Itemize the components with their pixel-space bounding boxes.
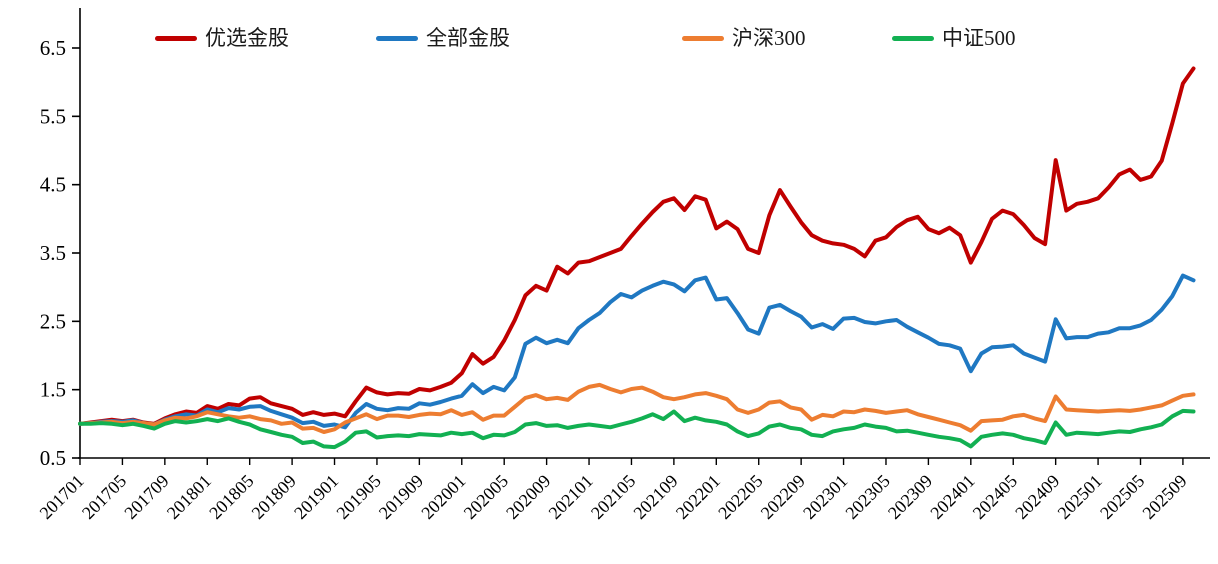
y-tick-label: 4.5 — [40, 173, 66, 197]
y-tick-label: 5.5 — [40, 104, 66, 128]
x-tick-label: 201705 — [78, 471, 130, 523]
x-tick-label: 202009 — [502, 471, 554, 523]
x-tick-label: 202509 — [1138, 471, 1190, 523]
y-tick-label: 0.5 — [40, 446, 66, 470]
legend-label: 全部金股 — [426, 26, 510, 50]
x-tick-label: 201905 — [332, 471, 384, 523]
x-tick-label: 201809 — [248, 471, 300, 523]
legend-swatch-orange — [682, 36, 724, 41]
series-line-1 — [78, 273, 1196, 430]
series-line-0 — [78, 66, 1196, 426]
chart-legend: 优选金股 全部金股 沪深300 中证500 — [0, 0, 1218, 60]
x-tick-label: 202405 — [969, 471, 1021, 523]
x-tick-label: 202001 — [417, 471, 469, 523]
x-tick-label: 202301 — [799, 471, 851, 523]
x-tick-label: 202205 — [714, 471, 766, 523]
legend-item-zz500: 中证500 — [892, 28, 1016, 49]
y-tick-label: 3.5 — [40, 241, 66, 265]
series-line-2 — [78, 382, 1196, 434]
x-tick-label: 202501 — [1054, 471, 1106, 523]
x-tick-label: 202305 — [841, 471, 893, 523]
x-tick-label: 202105 — [587, 471, 639, 523]
legend-item-youxuan: 优选金股 — [155, 28, 289, 49]
legend-swatch-red — [155, 36, 197, 41]
x-tick-label: 202109 — [629, 471, 681, 523]
series-line-3 — [78, 408, 1196, 450]
x-tick-label: 202209 — [757, 471, 809, 523]
x-tick-label: 201901 — [290, 471, 342, 523]
x-tick-label: 201805 — [205, 471, 257, 523]
x-tick-label: 201909 — [375, 471, 427, 523]
x-tick-label: 201701 — [36, 471, 88, 523]
y-tick-label: 1.5 — [40, 378, 66, 402]
x-tick-label: 201709 — [120, 471, 172, 523]
x-tick-label: 202505 — [1096, 471, 1148, 523]
x-tick-label: 202409 — [1011, 471, 1063, 523]
legend-label: 沪深300 — [732, 26, 806, 50]
legend-label: 中证500 — [942, 26, 1016, 50]
x-tick-label: 202201 — [672, 471, 724, 523]
x-tick-label: 202101 — [545, 471, 597, 523]
legend-label: 优选金股 — [205, 26, 289, 50]
x-tick-label: 202309 — [884, 471, 936, 523]
y-tick-label: 2.5 — [40, 309, 66, 333]
x-tick-label: 202401 — [926, 471, 978, 523]
y-tick-label: 6.5 — [40, 36, 66, 60]
x-tick-label: 201801 — [163, 471, 215, 523]
x-tick-label: 202005 — [460, 471, 512, 523]
legend-item-quanbu: 全部金股 — [376, 28, 510, 49]
legend-item-hs300: 沪深300 — [682, 28, 806, 49]
legend-swatch-blue — [376, 36, 418, 41]
legend-swatch-green — [892, 36, 934, 41]
